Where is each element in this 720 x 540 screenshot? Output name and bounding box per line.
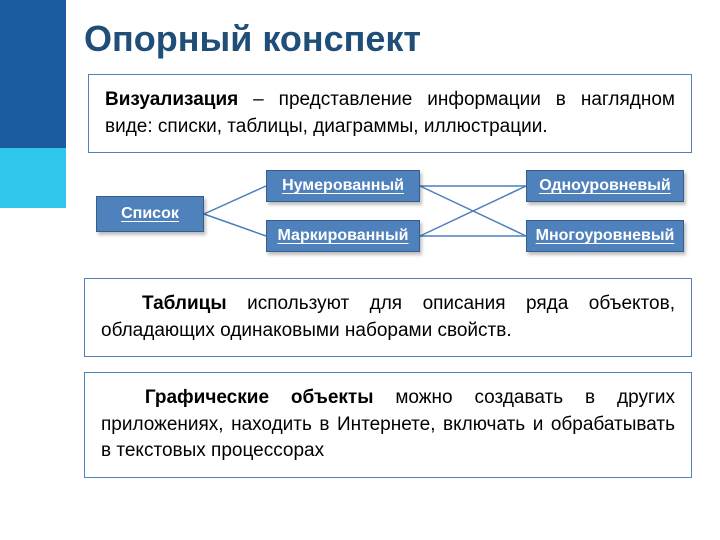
node-mark-label: Маркированный — [278, 227, 409, 245]
sidebar-dark-block — [0, 0, 66, 148]
node-single: Одноуровневый — [526, 170, 684, 202]
node-num-label: Нумерованный — [282, 177, 404, 195]
slide: Опорный конспект Визуализация – представ… — [0, 0, 720, 540]
list-types-diagram: Список Нумерованный Маркированный Одноур… — [0, 160, 720, 268]
node-num: Нумерованный — [266, 170, 420, 202]
bold-term-visualization: Визуализация — [105, 89, 238, 110]
textblock-graphic-objects: Графические объекты можно создавать в др… — [84, 372, 692, 478]
node-multi: Многоуровневый — [526, 220, 684, 252]
node-root-label: Список — [121, 205, 179, 223]
textblock-tables: Таблицы используют для описания ряда объ… — [84, 278, 692, 357]
bold-term-graphic-objects: Графические объекты — [145, 387, 374, 408]
node-multi-label: Многоуровневый — [536, 227, 675, 245]
node-root: Список — [96, 196, 204, 232]
node-mark: Маркированный — [266, 220, 420, 252]
page-title: Опорный конспект — [84, 18, 421, 60]
textblock-visualization: Визуализация – представление информации … — [88, 74, 692, 153]
bold-term-tables: Таблицы — [142, 293, 227, 314]
node-single-label: Одноуровневый — [539, 177, 670, 195]
